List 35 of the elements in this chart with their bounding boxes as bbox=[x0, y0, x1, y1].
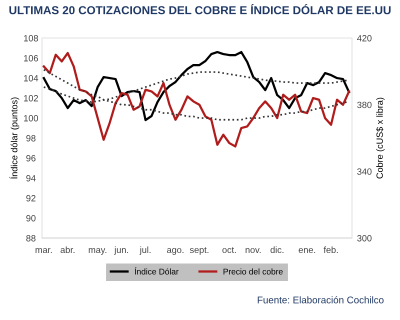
y-tick-label: 108 bbox=[24, 35, 38, 42]
y-tick-label: 104 bbox=[24, 75, 38, 82]
x-tick-label: ago. bbox=[167, 248, 184, 255]
y2-tick-label: 340 bbox=[357, 168, 372, 175]
source-note: Fuente: Elaboración Cochilco bbox=[258, 296, 384, 304]
x-tick-label: jul. bbox=[140, 246, 150, 255]
y2-tick-label: 380 bbox=[357, 102, 372, 108]
y-tick-label: 98 bbox=[26, 135, 36, 142]
x-tick-label: ene. bbox=[298, 248, 316, 254]
y-tick-label: 92 bbox=[26, 195, 36, 202]
x-tick-label: sept. bbox=[190, 247, 208, 255]
x-tick-label: jun. bbox=[114, 246, 128, 255]
x-tick-label: may. bbox=[88, 248, 106, 255]
legend-label: Índice Dólar bbox=[134, 267, 179, 275]
y-tick-label: 90 bbox=[26, 215, 36, 222]
x-tick-label: feb. bbox=[324, 246, 338, 254]
y-tick-label: 106 bbox=[24, 55, 38, 62]
y-tick-label: 94 bbox=[26, 175, 36, 182]
chart-title: ULTIMAS 20 COTIZACIONES DEL COBRE E ÍNDICE DÓLAR DE EE.UU bbox=[9, 4, 391, 14]
x-tick-label: abr. bbox=[60, 246, 74, 254]
line-series bbox=[42, 50, 350, 122]
y-axis-title: Índice dólar (puntos) bbox=[9, 97, 20, 179]
legend-label: Precio del cobre bbox=[224, 268, 283, 275]
y-tick-label: 96 bbox=[26, 155, 36, 162]
y-tick-label: 102 bbox=[24, 95, 38, 102]
x-tick-label: oct. bbox=[222, 247, 236, 254]
y-tick-label: 88 bbox=[26, 235, 36, 242]
x-tick-label: nov. bbox=[246, 248, 261, 254]
x-tick-label: mar. bbox=[36, 248, 52, 254]
line-series bbox=[42, 52, 350, 148]
y2-tick-label: 300 bbox=[357, 235, 372, 242]
y2-axis-title: Cobre (cUS$ x libra) bbox=[376, 98, 385, 179]
x-tick-label: dic. bbox=[270, 246, 284, 254]
y-tick-label: 100 bbox=[24, 115, 38, 122]
y2-tick-label: 420 bbox=[357, 35, 372, 42]
